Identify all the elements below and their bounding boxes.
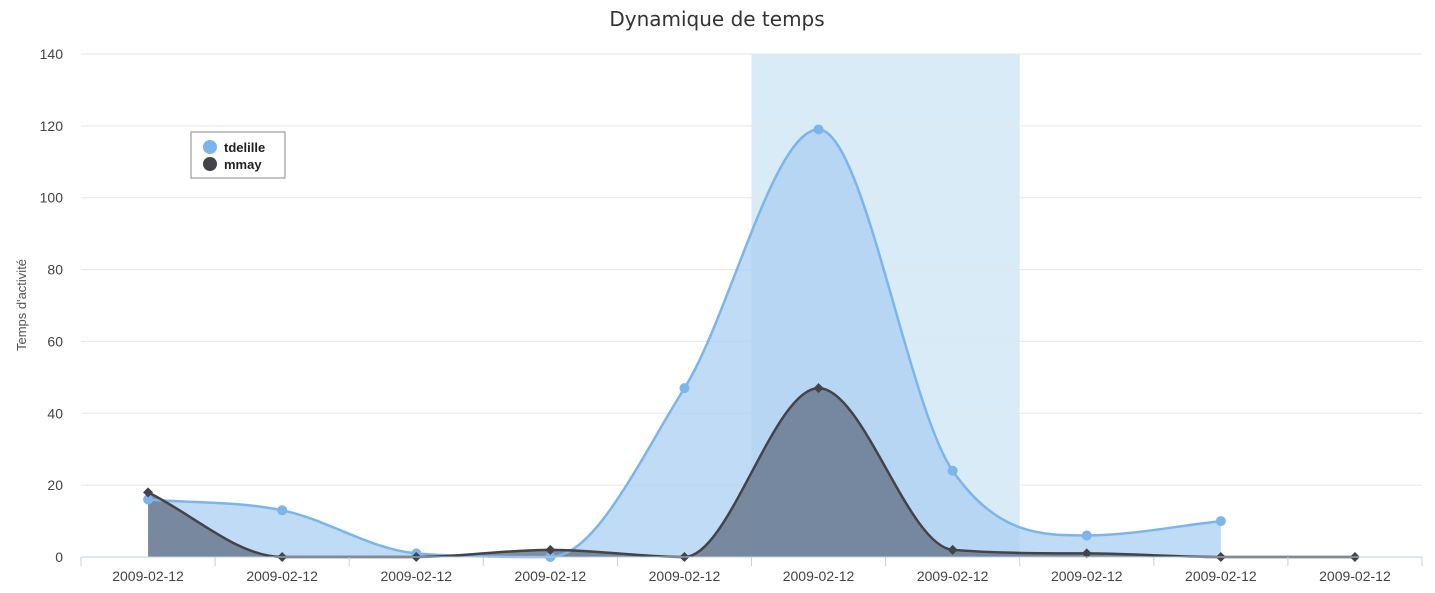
x-tick-label: 2009-02-12 [917,568,989,584]
y-tick-label: 0 [55,549,63,565]
point-tdelille [277,505,288,516]
series-markers [143,124,1360,562]
point-tdelille [813,124,824,135]
x-tick-label: 2009-02-12 [1051,568,1123,584]
y-tick-label: 120 [40,118,64,134]
legend-label-mmay[interactable]: mmay [224,157,262,172]
point-tdelille [947,465,958,476]
legend-marker-mmay [203,157,217,171]
x-tick-label: 2009-02-12 [783,568,855,584]
x-axis: 2009-02-12 2009-02-12 2009-02-12 2009-02-12… [80,556,1423,584]
y-tick-label: 100 [40,190,64,206]
legend[interactable]: tdelille mmay [190,131,286,179]
area-tdelille [148,129,1221,557]
y-tick-label: 60 [47,333,63,349]
point-mmay [813,383,824,394]
legend-marker-tdelille [203,140,217,154]
point-tdelille [143,494,154,505]
x-tick-label: 2009-02-12 [380,568,452,584]
y-tick-label: 20 [47,477,63,493]
point-mmay [1081,548,1092,559]
x-tick-label: 2009-02-12 [112,568,184,584]
legend-label-tdelille[interactable]: tdelille [224,140,265,155]
point-tdelille [679,383,690,394]
point-tdelille [1081,530,1092,541]
legend-box [190,131,286,179]
series-areas [148,129,1355,557]
y-tick-label: 140 [40,46,64,62]
y-tick-label: 80 [47,262,63,278]
point-mmay [545,544,556,555]
y-tick-label: 40 [47,405,63,421]
x-tick-label: 2009-02-12 [1185,568,1257,584]
point-tdelille [1215,516,1226,527]
chart-title: Dynamique de temps [609,7,824,31]
y-axis: 0 20 40 60 80 100 120 140 [40,46,64,565]
x-tick-label: 2009-02-12 [515,568,587,584]
x-tick-label: 2009-02-12 [1319,568,1391,584]
point-mmay [947,544,958,555]
line-tdelille [147,128,1221,559]
x-tick-label: 2009-02-12 [246,568,318,584]
y-axis-title: Temps d'activité [14,259,29,351]
point-mmay [143,487,154,498]
x-tick-label: 2009-02-12 [649,568,721,584]
